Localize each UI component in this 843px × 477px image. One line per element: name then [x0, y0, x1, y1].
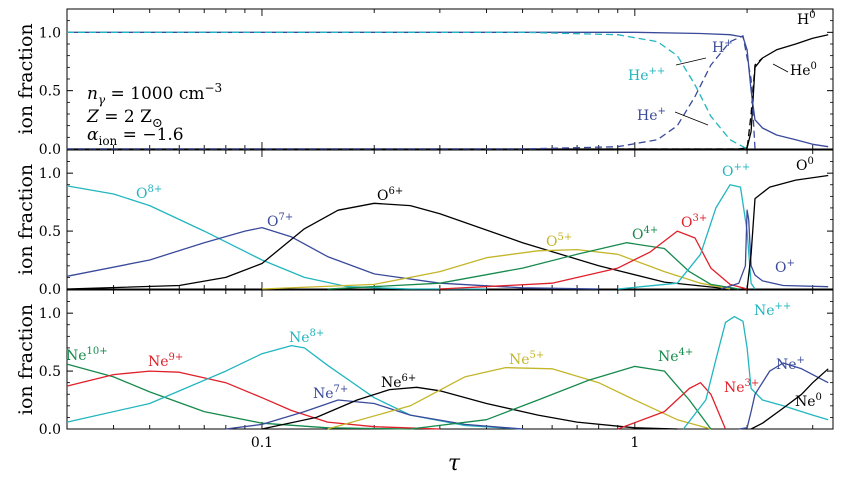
- label-o-8plus: O8+: [136, 184, 162, 202]
- label-o-7plus: O7+: [267, 212, 293, 230]
- label-ne-plusplus: Ne++: [754, 301, 791, 319]
- series-he-plusplus: [67, 31, 748, 150]
- x-axis-label: τ: [448, 451, 461, 476]
- spectral-index-annotation: αion = −1.6: [87, 125, 184, 148]
- metallicity-annotation: Z = 2 Z⊙: [86, 107, 163, 131]
- series-o-7plus: [66, 226, 599, 290]
- series-ne-3plus: [617, 382, 727, 430]
- series-o-0: [746, 174, 829, 290]
- label-h-0: H0: [797, 10, 816, 28]
- y-tick-label: 0.5: [39, 84, 61, 100]
- series-ne-plus: [738, 362, 829, 430]
- label-h-plus: H+: [712, 38, 733, 56]
- y-tick-label: 1.0: [39, 25, 61, 41]
- series-ne-plusplus: [682, 315, 829, 430]
- y-tick-label: 0.5: [39, 224, 61, 240]
- label-ne-0: Ne0: [795, 392, 822, 410]
- series-ne-4plus: [410, 365, 712, 430]
- label-pointer-line: [772, 63, 789, 73]
- y-tick-label: 0.0: [39, 422, 61, 438]
- y-tick-label: 0.0: [39, 282, 61, 298]
- label-o-3plus: O3+: [681, 213, 707, 231]
- label-pointer-line: [675, 57, 707, 66]
- series-ne-8plus: [66, 344, 523, 430]
- label-pointer-line: [674, 111, 709, 126]
- series-o-8plus: [66, 185, 487, 290]
- label-o-5plus: O5+: [546, 232, 572, 250]
- y-axis-label: ion fraction: [15, 164, 37, 275]
- series-he-plus: [67, 35, 756, 150]
- label-ne-4plus: Ne4+: [658, 347, 693, 365]
- series-o-4plus: [327, 242, 739, 290]
- y-tick-label: 0.0: [39, 142, 61, 158]
- label-o-6plus: O6+: [377, 186, 403, 204]
- x-tick-label: 0.1: [251, 435, 273, 451]
- series-o-plus: [720, 209, 829, 290]
- series-h-plus: [67, 31, 829, 148]
- series-ne-5plus: [327, 366, 712, 430]
- conditions-annotation: nγ = 1000 cm−3 Z = 2 Z⊙ αion = −1.6: [86, 81, 222, 148]
- y-tick-label: 1.0: [39, 166, 61, 182]
- x-tick-label: 1: [630, 435, 639, 451]
- label-ne-9plus: Ne9+: [148, 352, 183, 370]
- series-ne-7plus: [225, 399, 523, 430]
- label-ne-10plus: Ne10+: [66, 346, 108, 364]
- label-ne-plus: Ne+: [776, 355, 805, 373]
- label-ne-8plus: Ne8+: [289, 328, 324, 346]
- label-o-0: O0: [796, 156, 814, 174]
- label-ne-3plus: Ne3+: [724, 378, 759, 396]
- photon-density-annotation: nγ = 1000 cm−3: [87, 81, 222, 107]
- label-o-plusplus: O++: [722, 162, 750, 180]
- label-o-4plus: O4+: [632, 225, 658, 243]
- label-o-plus: O+: [775, 258, 795, 276]
- series-o-3plus: [439, 230, 748, 290]
- series-o-6plus: [66, 202, 731, 290]
- y-axis-label: ion fraction: [15, 304, 37, 415]
- y-tick-label: 1.0: [39, 306, 61, 322]
- label-he-plus: He+: [637, 106, 666, 124]
- series-ne-9plus: [66, 370, 440, 430]
- series-ne-0: [750, 368, 829, 430]
- y-axis-label: ion fraction: [15, 23, 37, 134]
- label-ne-5plus: Ne5+: [509, 350, 544, 368]
- series-ne-10plus: [66, 363, 411, 430]
- y-tick-label: 0.5: [39, 364, 61, 380]
- label-he-0: He0: [790, 61, 817, 79]
- label-he-plusplus: He++: [628, 66, 665, 84]
- label-ne-7plus: Ne7+: [313, 384, 348, 402]
- label-ne-6plus: Ne6+: [381, 373, 416, 391]
